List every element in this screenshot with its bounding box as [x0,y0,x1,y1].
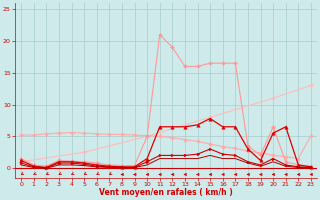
X-axis label: Vent moyen/en rafales ( km/h ): Vent moyen/en rafales ( km/h ) [99,188,233,197]
